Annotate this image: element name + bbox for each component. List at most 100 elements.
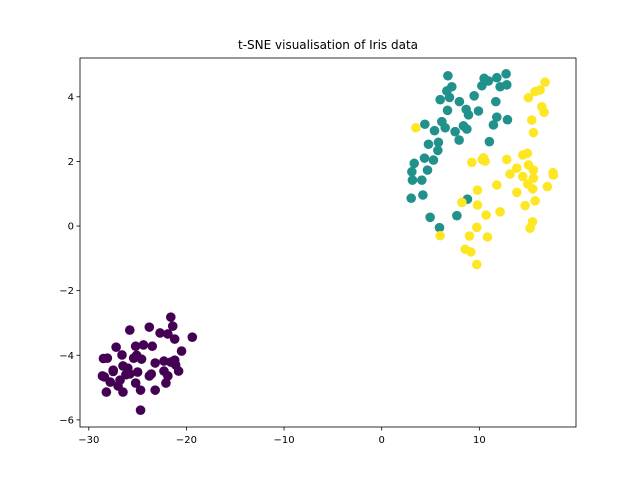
data-point-series-0 (135, 405, 146, 415)
data-point-series-2 (530, 86, 540, 97)
data-point-series-2 (526, 115, 537, 125)
data-point-series-1 (491, 96, 501, 107)
data-point-series-1 (433, 137, 444, 148)
data-point-series-2 (481, 210, 491, 220)
data-point-series-1 (452, 210, 462, 221)
data-point-series-1 (450, 126, 460, 137)
data-point-series-1 (443, 70, 453, 81)
data-point-series-1 (477, 80, 487, 91)
data-point-series-1 (454, 135, 464, 145)
data-point-series-2 (528, 127, 539, 138)
data-point-series-1 (417, 175, 427, 185)
data-point-series-1 (419, 153, 430, 163)
x-tick-label: −30 (78, 435, 99, 446)
data-point-series-2 (457, 197, 467, 208)
points-layer (97, 69, 559, 415)
data-point-series-2 (525, 223, 535, 234)
data-point-series-1 (418, 190, 428, 200)
data-point-series-2 (512, 187, 522, 198)
data-point-series-2 (501, 154, 512, 165)
data-point-series-1 (407, 166, 417, 177)
data-point-series-1 (463, 110, 474, 120)
data-point-series-0 (144, 322, 155, 332)
data-point-series-0 (130, 378, 141, 388)
data-point-series-0 (169, 334, 180, 344)
data-point-series-1 (433, 145, 443, 156)
data-point-series-1 (444, 92, 455, 103)
data-point-series-1 (469, 91, 479, 101)
data-point-series-2 (505, 169, 515, 179)
data-point-series-1 (435, 94, 445, 105)
data-point-series-2 (472, 259, 482, 270)
data-point-series-2 (472, 185, 483, 195)
data-point-series-2 (530, 196, 540, 206)
data-point-series-1 (442, 105, 453, 116)
data-point-series-2 (527, 184, 538, 194)
data-point-series-0 (130, 341, 141, 352)
data-point-series-1 (502, 114, 513, 125)
data-point-series-2 (482, 232, 493, 242)
data-point-series-0 (150, 385, 160, 395)
y-tick-label: −4 (59, 351, 74, 362)
data-point-series-2 (548, 167, 558, 178)
data-point-series-0 (135, 385, 146, 395)
data-point-series-1 (501, 80, 512, 90)
data-point-series-1 (423, 139, 434, 150)
data-point-series-0 (98, 353, 109, 364)
data-point-series-2 (472, 200, 483, 210)
data-point-series-0 (131, 350, 142, 361)
data-point-series-1 (420, 119, 430, 130)
data-point-series-0 (150, 358, 160, 368)
data-point-series-0 (99, 372, 110, 382)
data-point-series-0 (108, 366, 118, 377)
y-tick-label: 2 (68, 157, 74, 168)
data-point-series-0 (101, 387, 112, 397)
data-point-series-1 (422, 165, 433, 175)
y-tick-label: −6 (59, 415, 74, 426)
data-point-series-0 (146, 369, 157, 379)
data-point-series-1 (425, 212, 435, 223)
data-point-series-0 (147, 341, 158, 352)
data-point-series-2 (411, 122, 421, 133)
data-point-series-0 (124, 325, 135, 335)
data-point-series-1 (484, 136, 495, 147)
data-point-series-0 (167, 321, 178, 331)
data-point-series-2 (520, 200, 530, 211)
data-point-series-2 (528, 165, 539, 175)
data-point-series-0 (138, 340, 149, 350)
data-point-series-2 (466, 247, 476, 257)
data-point-series-0 (163, 371, 173, 381)
data-point-series-2 (467, 157, 477, 168)
plot-frame (79, 57, 577, 428)
y-tick-label: −2 (59, 286, 74, 297)
data-point-series-1 (501, 69, 511, 79)
y-tick-label: 4 (68, 92, 74, 103)
data-point-series-0 (113, 381, 123, 391)
data-point-series-2 (477, 154, 488, 165)
data-point-series-1 (407, 175, 418, 185)
data-point-series-2 (517, 171, 528, 182)
data-point-series-2 (435, 230, 445, 241)
data-point-series-1 (428, 155, 439, 165)
data-point-series-1 (483, 76, 494, 86)
data-point-series-2 (540, 77, 550, 88)
data-point-series-2 (522, 148, 533, 159)
x-tick-label: 0 (379, 435, 385, 446)
data-point-series-0 (132, 367, 143, 377)
x-tick-label: 10 (473, 435, 486, 446)
data-point-series-1 (440, 122, 450, 133)
data-point-series-2 (512, 163, 522, 173)
data-point-series-2 (542, 181, 553, 192)
data-point-series-2 (492, 180, 502, 190)
data-point-series-2 (464, 231, 475, 241)
data-point-series-1 (488, 120, 499, 130)
x-tick-label: −10 (274, 435, 295, 446)
data-point-series-0 (173, 366, 184, 376)
data-point-series-0 (155, 328, 165, 338)
data-point-series-2 (472, 222, 482, 233)
data-point-series-2 (523, 92, 534, 103)
data-point-series-1 (492, 112, 502, 122)
data-point-series-1 (492, 72, 502, 83)
